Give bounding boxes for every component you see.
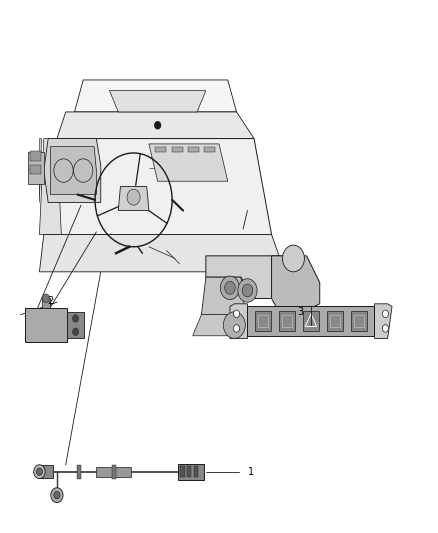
Polygon shape (39, 465, 53, 478)
Bar (282, 315, 292, 327)
Circle shape (42, 294, 49, 303)
Polygon shape (206, 256, 298, 298)
Bar (112, 465, 116, 479)
Circle shape (51, 488, 63, 503)
Text: 1: 1 (247, 467, 254, 477)
Circle shape (233, 310, 240, 318)
Bar (155, 147, 166, 152)
Bar (258, 315, 268, 327)
Bar (187, 466, 191, 477)
Polygon shape (272, 256, 320, 314)
Polygon shape (374, 304, 392, 338)
Polygon shape (230, 304, 247, 338)
Polygon shape (39, 139, 42, 203)
Polygon shape (193, 314, 293, 336)
Polygon shape (118, 187, 149, 211)
Circle shape (382, 310, 389, 318)
Bar (180, 466, 185, 477)
Bar (67, 312, 84, 338)
Bar (25, 308, 67, 342)
Circle shape (238, 279, 257, 302)
Circle shape (155, 122, 161, 129)
Circle shape (382, 325, 389, 332)
Bar (303, 311, 319, 331)
Circle shape (233, 325, 240, 332)
Bar (172, 147, 183, 152)
Bar (255, 311, 272, 331)
Bar (354, 315, 364, 327)
Polygon shape (57, 112, 254, 139)
Circle shape (283, 245, 304, 272)
Bar (327, 311, 343, 331)
Bar (178, 464, 204, 480)
Circle shape (220, 276, 240, 300)
Circle shape (223, 312, 245, 338)
Bar (30, 151, 41, 161)
Bar (247, 306, 374, 336)
Bar (194, 466, 198, 477)
Circle shape (72, 328, 78, 336)
Bar (204, 147, 215, 152)
Polygon shape (74, 80, 237, 112)
Circle shape (127, 189, 140, 205)
Bar (42, 298, 50, 308)
Bar (188, 147, 199, 152)
Polygon shape (44, 139, 272, 235)
Text: 2: 2 (47, 296, 53, 306)
Polygon shape (28, 152, 44, 184)
Circle shape (54, 491, 60, 499)
Polygon shape (96, 467, 131, 477)
Bar (330, 315, 340, 327)
Polygon shape (201, 277, 245, 314)
Circle shape (242, 284, 253, 297)
Circle shape (72, 314, 78, 322)
Circle shape (36, 468, 42, 475)
Polygon shape (110, 91, 206, 112)
Polygon shape (44, 139, 101, 203)
Polygon shape (149, 144, 228, 181)
Bar (350, 311, 367, 331)
Polygon shape (50, 147, 96, 195)
Circle shape (34, 465, 45, 479)
Polygon shape (39, 235, 285, 272)
Text: 3: 3 (297, 307, 303, 317)
Bar (279, 311, 295, 331)
Bar (77, 465, 81, 479)
Circle shape (225, 281, 235, 294)
Bar (30, 165, 41, 174)
Polygon shape (39, 139, 61, 235)
